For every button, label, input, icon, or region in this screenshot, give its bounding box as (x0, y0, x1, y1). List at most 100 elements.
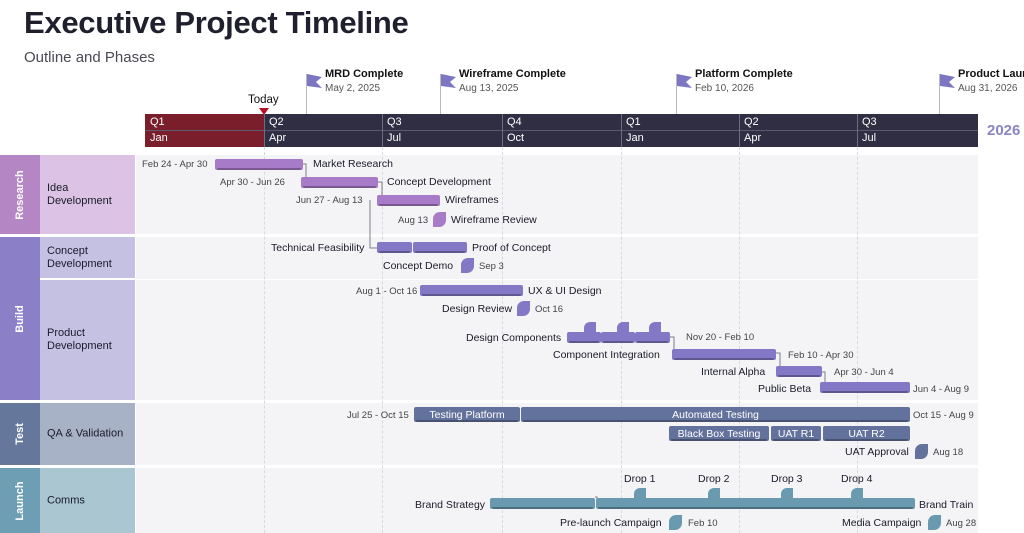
task-label: Design Review (442, 303, 513, 315)
task-bar-proof-of-concept[interactable] (413, 242, 467, 253)
today-label: Today (248, 94, 279, 106)
task-bar-design-component-1[interactable] (567, 332, 601, 343)
task-label: Market Research (313, 158, 393, 170)
lane-build (136, 237, 978, 400)
task-dates: Apr 30 - Jun 4 (834, 367, 894, 378)
task-dates: Oct 15 - Aug 9 (913, 410, 974, 421)
task-bar-wireframes[interactable] (377, 195, 440, 206)
category-product-development[interactable]: Product Development (40, 280, 135, 400)
task-dates: Jul 25 - Oct 15 (347, 410, 409, 421)
milestone-diamond-design-review[interactable] (517, 301, 530, 316)
timescale-month: Oct (507, 132, 525, 144)
milestone-diamond-prelaunch-campaign[interactable] (669, 515, 682, 530)
task-bar-component-integration[interactable] (672, 349, 776, 360)
task-date: Oct 16 (535, 304, 563, 315)
task-bar-ux-ui-design[interactable] (420, 285, 523, 296)
task-date: Sep 3 (479, 261, 504, 272)
drop-marker[interactable] (634, 488, 646, 500)
task-label: Concept Development (387, 176, 491, 188)
flag-icon (677, 74, 692, 88)
milestone-date: Aug 31, 2026 (958, 83, 1018, 94)
component-tab (649, 322, 661, 334)
task-date: Aug 28 (946, 518, 977, 529)
category-qa-validation[interactable]: QA & Validation (40, 403, 135, 465)
milestone-diamond-media-campaign[interactable] (928, 515, 941, 530)
task-label: Design Components (466, 332, 562, 344)
task-label: UAT Approval (845, 446, 909, 458)
group-label: Launch (14, 480, 26, 521)
category-label: Concept Development (47, 244, 112, 270)
task-dates: Jun 4 - Aug 9 (913, 384, 969, 395)
group-research[interactable]: Research (0, 155, 40, 234)
task-bar-brand-strategy[interactable] (490, 498, 595, 509)
task-bar-design-component-3[interactable] (635, 332, 670, 343)
task-bar-uat-r1[interactable]: UAT R1 (771, 426, 821, 441)
drop-marker[interactable] (708, 488, 720, 500)
milestone-name: Platform Complete (695, 68, 793, 80)
group-build[interactable]: Build (0, 237, 40, 400)
timescale-quarter: Q2 (269, 116, 284, 128)
task-label: Brand Strategy (415, 499, 486, 511)
task-bar-brand-train[interactable] (596, 498, 915, 509)
timescale-quarter: Q1 (150, 116, 165, 128)
category-label: Product Development (47, 327, 112, 352)
category-label: Idea Development (47, 181, 112, 207)
task-label: Pre-launch Campaign (560, 517, 662, 529)
task-bar-testing-platform[interactable]: Testing Platform (414, 407, 520, 422)
category-concept-development[interactable]: Concept Development (40, 237, 135, 278)
category-idea-development[interactable]: Idea Development (40, 155, 135, 234)
task-bar-internal-alpha[interactable] (776, 366, 822, 377)
task-dates: Feb 24 - Apr 30 (142, 159, 208, 170)
milestone-date: Aug 13, 2025 (459, 83, 519, 94)
task-label: UX & UI Design (528, 285, 602, 297)
task-date: Aug 13 (398, 215, 429, 226)
task-label: Media Campaign (842, 517, 922, 529)
milestone-date: Feb 10, 2026 (695, 83, 754, 94)
category-comms[interactable]: Comms (40, 468, 135, 533)
milestone-diamond-concept-demo[interactable] (461, 258, 474, 273)
task-bar-automated-testing[interactable]: Automated Testing (521, 407, 910, 422)
task-date: Aug 18 (933, 447, 964, 458)
timescale-month: Apr (269, 132, 287, 144)
task-dates: Feb 10 - Apr 30 (788, 350, 854, 361)
task-label: Automated Testing (672, 408, 759, 421)
task-label: Wireframes (445, 194, 499, 206)
flag-icon (307, 74, 322, 88)
drop-marker[interactable] (781, 488, 793, 500)
component-tab (584, 322, 596, 334)
milestone-name: Wireframe Complete (459, 68, 566, 80)
drop-label: Drop 3 (771, 473, 803, 485)
task-bar-market-research[interactable] (215, 159, 303, 170)
year-label: 2026 (987, 122, 1021, 139)
timescale-quarter: Q1 (626, 116, 641, 128)
task-bar-public-beta[interactable] (820, 382, 910, 393)
task-label: UAT R1 (777, 427, 815, 440)
task-label: UAT R2 (848, 427, 885, 440)
task-bar-technical-feasibility[interactable] (377, 242, 412, 253)
task-dates: Jun 27 - Aug 13 (296, 195, 363, 206)
task-date: Feb 10 (688, 518, 718, 529)
timescale-quarter: Q2 (744, 116, 759, 128)
task-label: Public Beta (758, 383, 812, 395)
task-bar-concept-development[interactable] (301, 177, 378, 188)
timescale-month: Apr (744, 132, 762, 144)
timescale-quarter: Q3 (862, 116, 877, 128)
task-bar-black-box-testing[interactable]: Black Box Testing (669, 426, 769, 441)
task-bar-uat-r2[interactable]: UAT R2 (823, 426, 910, 441)
milestone-name: MRD Complete (325, 68, 404, 80)
page-title: Executive Project Timeline (24, 5, 409, 40)
task-bar-design-component-2[interactable] (601, 332, 635, 343)
task-label: Proof of Concept (472, 242, 551, 254)
timescale-month: Jan (626, 132, 644, 144)
timescale-month: Jul (387, 132, 402, 144)
task-label: Wireframe Review (451, 214, 537, 226)
group-label: Build (14, 304, 26, 333)
milestone-diamond-uat-approval[interactable] (915, 444, 928, 459)
milestone-diamond-wireframe-review[interactable] (433, 212, 446, 227)
drop-label: Drop 1 (624, 473, 656, 485)
drop-marker[interactable] (851, 488, 863, 500)
task-label: Internal Alpha (701, 366, 766, 378)
drop-label: Drop 4 (841, 473, 873, 485)
group-launch[interactable]: Launch (0, 468, 40, 533)
group-test[interactable]: Test (0, 403, 40, 465)
